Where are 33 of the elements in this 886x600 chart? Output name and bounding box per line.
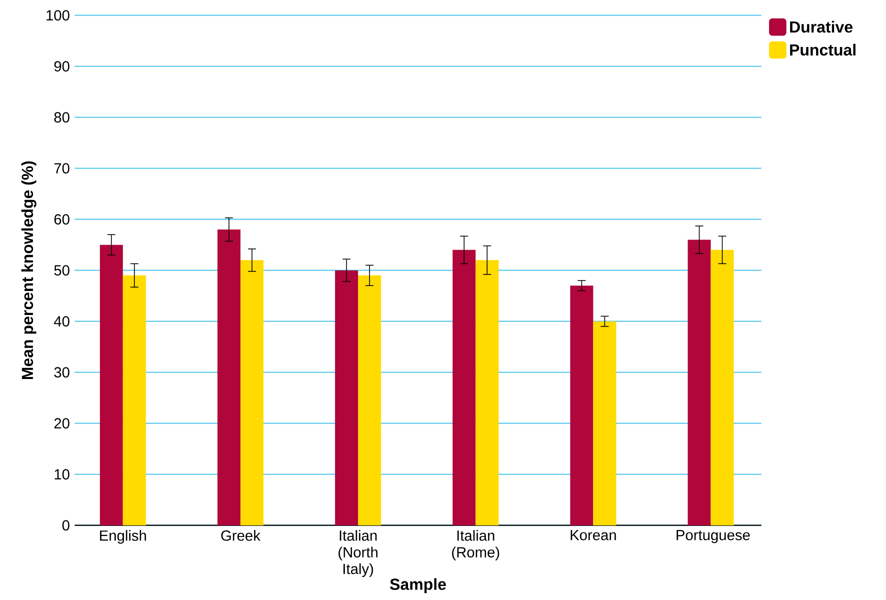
legend-label: Durative [790,20,852,33]
y-tick-label: 70 [54,163,70,174]
y-tick-label: 30 [54,367,70,378]
x-tick-label: Portuguese [676,530,750,544]
x-tick-label: Italian (North Italy) [338,530,378,578]
y-tick-label: 90 [54,61,70,72]
bar [122,275,146,526]
bar [335,270,358,526]
y-tick-label: 10 [54,469,70,480]
bar [710,250,734,526]
bar [570,286,594,526]
y-tick-label: 40 [54,316,70,327]
y-tick-label: 60 [54,214,70,225]
y-tick-label: 50 [54,265,70,276]
bar [100,244,123,526]
y-tick-label: 100 [46,10,70,21]
bar [688,240,711,526]
y-tick-label: 80 [54,112,70,123]
legend-label: Punctual [790,44,856,56]
y-tick-label: 20 [54,418,70,429]
bar [593,321,616,526]
bar [217,230,240,526]
bar [452,250,476,526]
x-axis-title: Sample [390,578,446,594]
y-tick-label: 0 [62,520,70,531]
x-tick-label: Korean [570,530,616,540]
x-tick-label: English [100,530,146,544]
y-axis-title: Mean percent knowledge (%) [21,161,36,380]
x-tick-label: Italian (Rome) [452,530,500,560]
bar [358,275,382,526]
x-tick-label: Greek [221,530,260,541]
bar [240,260,264,526]
bar [476,260,499,526]
